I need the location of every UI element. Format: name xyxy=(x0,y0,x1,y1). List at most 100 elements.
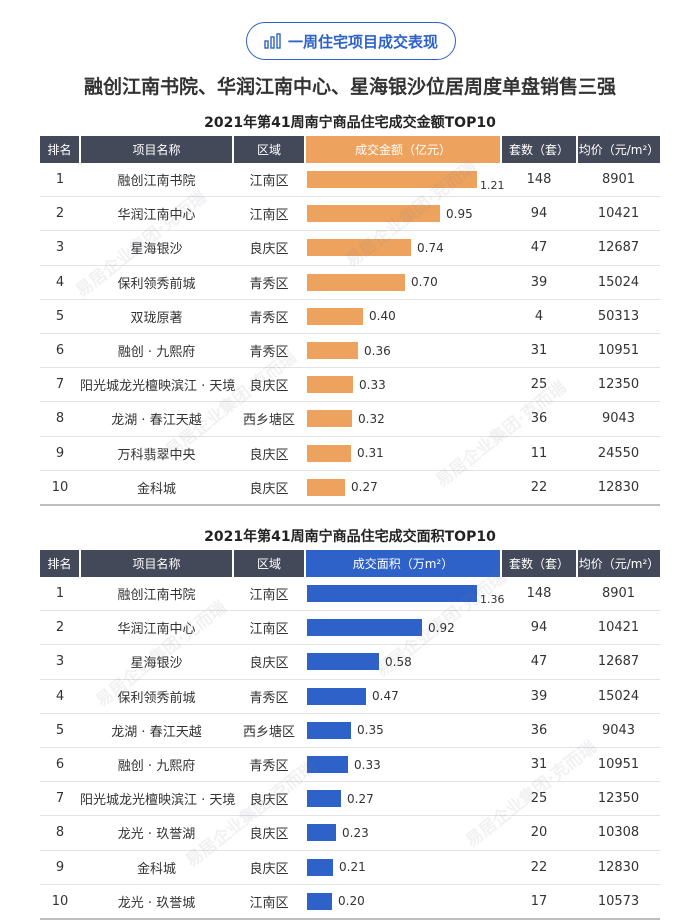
area-ranking-table: 排名 项目名称 区域 成交面积（万m²） 套数（套） 均价（元/m²） 1 融创江… xyxy=(40,550,660,920)
project-name-cell: 华润江南中心 xyxy=(80,610,233,646)
district-cell: 西乡塘区 xyxy=(233,713,305,748)
rank-cell: 7 xyxy=(40,781,80,817)
area-header: 成交面积（万m²） xyxy=(305,550,502,577)
district-cell: 江南区 xyxy=(233,163,305,198)
price-cell: 8901 xyxy=(577,577,660,612)
page-title: 融创江南书院、华润江南中心、星海银沙位居周度单盘销售三强 xyxy=(83,76,616,98)
project-name-cell: 龙湖 · 春江天越 xyxy=(80,713,233,748)
project-name-cell: 龙光 · 玖誉湖 xyxy=(80,815,233,851)
area-bar-cell: 0.33 xyxy=(305,747,501,783)
units-cell: 22 xyxy=(501,850,577,885)
district-cell: 良庆区 xyxy=(233,230,305,266)
rank-cell: 5 xyxy=(40,299,80,334)
project-name-cell: 金科城 xyxy=(80,850,233,885)
price-cell: 50313 xyxy=(577,299,660,334)
price-cell: 12350 xyxy=(577,367,660,403)
area-bar-cell: 0.20 xyxy=(305,884,501,920)
price-cell: 10573 xyxy=(577,884,660,920)
units-header: 套数（套） xyxy=(501,550,578,577)
table-row: 7 阳光城龙光檀映滨江 · 天境 良庆区 0.33 25 12350 xyxy=(40,367,660,403)
price-cell: 24550 xyxy=(577,436,660,471)
rank-header: 排名 xyxy=(40,136,81,163)
rank-cell: 4 xyxy=(40,679,80,714)
table-row: 1 融创江南书院 江南区 1.21 148 8901 xyxy=(40,163,660,198)
rank-cell: 4 xyxy=(40,265,80,300)
amount-bar-cell: 0.32 xyxy=(305,401,501,437)
units-cell: 94 xyxy=(501,196,577,232)
rank-cell: 2 xyxy=(40,196,80,232)
price-cell: 12687 xyxy=(577,644,660,680)
project-name-cell: 融创江南书院 xyxy=(80,577,233,612)
price-header: 均价（元/m²） xyxy=(577,136,660,163)
district-cell: 良庆区 xyxy=(233,436,305,471)
area-value-label: 0.35 xyxy=(357,723,384,738)
project-name-cell: 融创江南书院 xyxy=(80,163,233,198)
amount-bar xyxy=(307,478,345,496)
table-row: 9 万科翡翠中央 良庆区 0.31 11 24550 xyxy=(40,436,660,471)
units-cell: 31 xyxy=(501,333,577,369)
project-name-cell: 阳光城龙光檀映滨江 · 天境 xyxy=(80,781,235,817)
area-value-label: 0.47 xyxy=(372,689,399,704)
area-bar xyxy=(307,790,341,808)
amount-bar-cell: 0.74 xyxy=(305,230,501,266)
units-cell: 31 xyxy=(501,747,577,783)
price-cell: 10308 xyxy=(577,815,660,851)
table-row: 6 融创 · 九熙府 青秀区 0.36 31 10951 xyxy=(40,333,660,369)
area-bar xyxy=(307,721,351,739)
area-bar-cell: 0.35 xyxy=(305,713,501,748)
district-cell: 西乡塘区 xyxy=(233,401,305,437)
area-bar-cell: 0.21 xyxy=(305,850,501,885)
amount-bar-cell: 0.95 xyxy=(305,196,501,232)
area-value-label: 0.27 xyxy=(347,791,374,806)
table-row: 3 星海银沙 良庆区 0.58 47 12687 xyxy=(40,644,660,680)
amount-ranking-table: 排名 项目名称 区域 成交金额（亿元） 套数（套） 均价（元/m²） 1 融创江南… xyxy=(40,136,660,506)
area-bar xyxy=(307,585,477,603)
project-name-cell: 保利领秀前城 xyxy=(80,265,233,300)
table-row: 10 龙光 · 玖誉城 江南区 0.20 17 10573 xyxy=(40,884,660,920)
district-cell: 江南区 xyxy=(233,196,305,232)
area-bar-cell: 0.58 xyxy=(305,644,501,680)
bar-chart-icon xyxy=(264,33,281,49)
amount-bar xyxy=(307,376,353,394)
table-row: 7 阳光城龙光檀映滨江 · 天境 良庆区 0.27 25 12350 xyxy=(40,781,660,817)
area-bar-cell: 0.27 xyxy=(305,781,501,817)
amount-value-label: 1.21 xyxy=(480,179,505,193)
amount-table-title: 2021年第41周南宁商品住宅成交金额TOP10 xyxy=(204,115,496,131)
amount-bar xyxy=(307,171,477,189)
area-value-label: 0.33 xyxy=(354,757,381,772)
rank-cell: 3 xyxy=(40,230,80,266)
price-cell: 12350 xyxy=(577,781,660,817)
area-table-title: 2021年第41周南宁商品住宅成交面积TOP10 xyxy=(204,529,496,545)
price-cell: 9043 xyxy=(577,713,660,748)
project-name-cell: 保利领秀前城 xyxy=(80,679,233,714)
project-name-cell: 融创 · 九熙府 xyxy=(80,747,233,783)
amount-bar-cell: 0.40 xyxy=(305,299,501,334)
amount-value-label: 0.33 xyxy=(359,377,386,392)
table-row: 2 华润江南中心 江南区 0.95 94 10421 xyxy=(40,196,660,232)
table-row: 10 金科城 良庆区 0.27 22 12830 xyxy=(40,470,660,506)
area-bar xyxy=(307,756,348,774)
units-cell: 4 xyxy=(501,299,577,334)
amount-bar-cell: 1.21 xyxy=(305,163,505,198)
amount-value-label: 0.36 xyxy=(364,343,391,358)
district-cell: 良庆区 xyxy=(233,644,305,680)
district-cell: 良庆区 xyxy=(233,781,305,817)
project-name-cell: 龙光 · 玖誉城 xyxy=(80,884,233,920)
table-row: 2 华润江南中心 江南区 0.92 94 10421 xyxy=(40,610,660,646)
units-cell: 22 xyxy=(501,470,577,506)
amount-header: 成交金额（亿元） xyxy=(305,136,502,163)
amount-value-label: 0.32 xyxy=(358,411,385,426)
district-header: 区域 xyxy=(233,550,306,577)
district-cell: 江南区 xyxy=(233,577,305,612)
district-cell: 青秀区 xyxy=(233,265,305,300)
district-cell: 青秀区 xyxy=(233,299,305,334)
table-row: 9 金科城 良庆区 0.21 22 12830 xyxy=(40,850,660,885)
table-row: 8 龙光 · 玖誉湖 良庆区 0.23 20 10308 xyxy=(40,815,660,851)
table-row: 1 融创江南书院 江南区 1.36 148 8901 xyxy=(40,577,660,612)
amount-bar xyxy=(307,239,411,257)
name-header: 项目名称 xyxy=(80,550,234,577)
section-badge: 一周住宅项目成交表现 xyxy=(246,22,456,60)
table-row: 5 双珑原著 青秀区 0.40 4 50313 xyxy=(40,299,660,334)
amount-bar-cell: 0.70 xyxy=(305,265,501,300)
rank-cell: 10 xyxy=(40,884,80,920)
